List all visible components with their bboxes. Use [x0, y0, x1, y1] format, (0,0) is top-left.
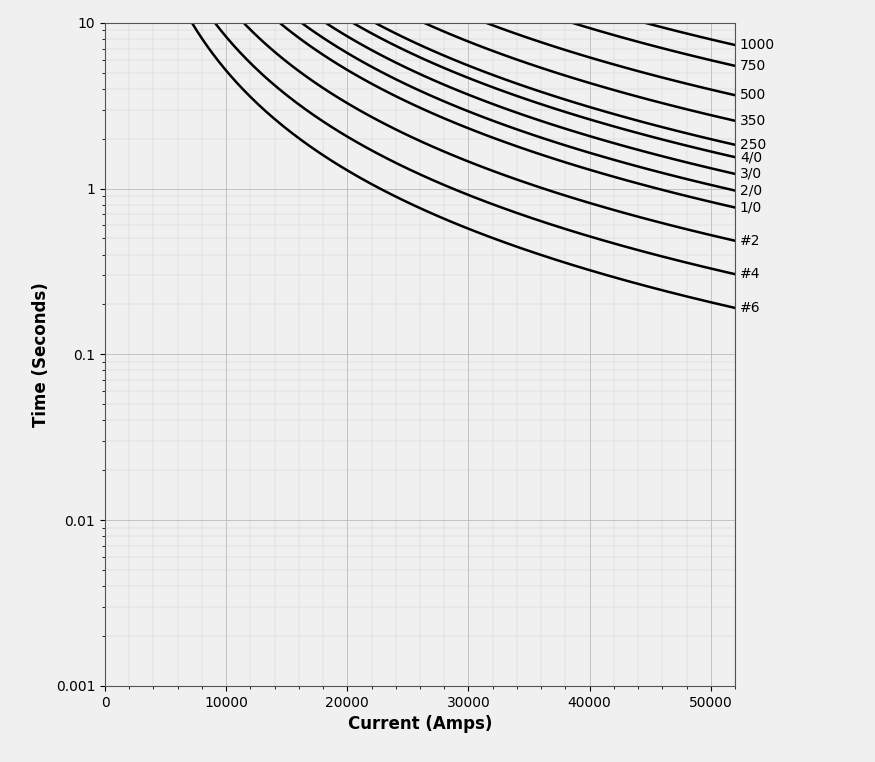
Text: #4: #4 — [740, 267, 760, 281]
Text: 750: 750 — [740, 59, 766, 73]
Text: 250: 250 — [740, 138, 766, 152]
Text: 350: 350 — [740, 114, 766, 128]
Text: 500: 500 — [740, 88, 766, 102]
Text: 1000: 1000 — [740, 38, 775, 52]
Text: #2: #2 — [740, 234, 760, 248]
Y-axis label: Time (Seconds): Time (Seconds) — [32, 282, 50, 427]
Text: 2/0: 2/0 — [740, 184, 762, 197]
Text: 4/0: 4/0 — [740, 150, 762, 164]
Text: 1/0: 1/0 — [740, 200, 762, 214]
Text: 3/0: 3/0 — [740, 167, 762, 181]
Text: #6: #6 — [740, 301, 760, 315]
X-axis label: Current (Amps): Current (Amps) — [348, 715, 492, 733]
